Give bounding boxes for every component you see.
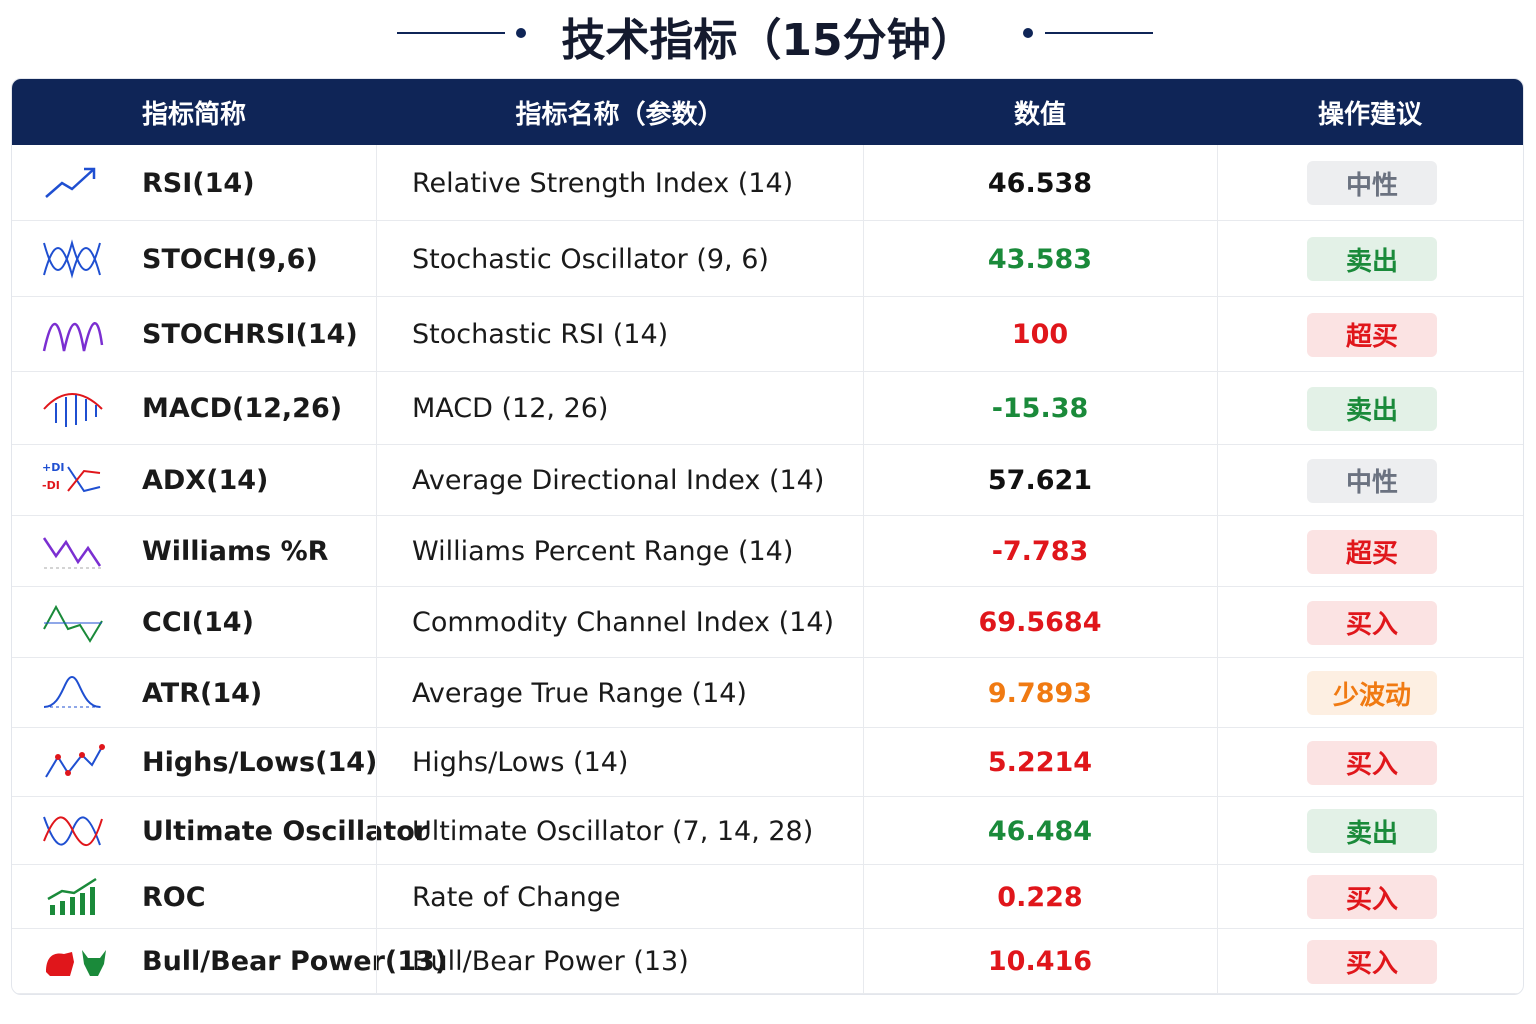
action-badge: 买入 [1307, 600, 1437, 645]
indicator-icon [42, 321, 104, 351]
table: 指标简称 指标名称（参数） 数值 操作建议 RSI(14) Relative Streng… [11, 78, 1524, 995]
indicator-icon [47, 877, 97, 915]
indicator-abbr: STOCH(9,6) [142, 243, 318, 275]
row-divider [12, 586, 1523, 587]
indicator-name: Commodity Channel Index (14) [412, 607, 835, 638]
indicator-value: 0.228 [997, 881, 1083, 913]
action-badge: 卖出 [1307, 386, 1437, 431]
title-decoration [397, 28, 1153, 38]
indicator-name: Average True Range (14) [412, 677, 747, 709]
indicator-value: 43.583 [987, 243, 1093, 275]
row-divider [12, 296, 1523, 297]
action-badge: 中性 [1307, 161, 1437, 205]
indicator-name: Stochastic Oscillator (9, 6) [412, 243, 769, 275]
indicator-value: 100 [1011, 319, 1069, 350]
indicator-name: Ultimate Oscillator (7, 14, 28) [412, 815, 814, 847]
indicator-value: 5.2214 [987, 747, 1093, 778]
action-badge: 买入 [1307, 875, 1437, 919]
row-divider [12, 371, 1523, 372]
action-badge: 买入 [1307, 939, 1437, 984]
header-cell: 指标名称（参数） [376, 79, 864, 145]
indicator-name: Bull/Bear Power (13) [412, 946, 689, 977]
indicator-name: Stochastic RSI (14) [412, 319, 669, 350]
indicator-icon [43, 675, 102, 708]
action-badge: 超买 [1307, 312, 1437, 357]
action-badge: 中性 [1307, 458, 1437, 503]
svg-text:-DI: -DI [42, 479, 60, 492]
row-divider [12, 727, 1523, 728]
indicator-name: MACD (12, 26) [412, 393, 609, 424]
indicator-icon: +DI -DI [42, 461, 101, 492]
indicator-icon [45, 743, 105, 778]
indicator-icon [45, 167, 96, 198]
row-divider [12, 515, 1523, 516]
indicator-icon [43, 604, 103, 643]
indicator-icon [42, 536, 102, 568]
indicator-icon [43, 816, 103, 846]
action-badge: 超买 [1307, 529, 1437, 574]
column-divider [1217, 145, 1218, 994]
header-cell: 数值 [863, 79, 1218, 145]
row-divider [12, 220, 1523, 221]
indicator-value: 10.416 [987, 946, 1093, 977]
indicator-value: 9.7893 [987, 677, 1093, 709]
indicator-value: 57.621 [987, 465, 1093, 496]
row-divider [12, 864, 1523, 865]
svg-text:+DI: +DI [42, 461, 64, 474]
row-divider [12, 444, 1523, 445]
indicator-value: 46.538 [987, 167, 1093, 199]
row-divider [12, 993, 1523, 994]
indicator-value: 69.5684 [978, 607, 1102, 638]
column-divider [376, 145, 377, 994]
action-badge: 卖出 [1307, 809, 1437, 853]
indicator-icon [46, 949, 106, 976]
row-divider [12, 928, 1523, 929]
indicator-value: 46.484 [987, 815, 1093, 847]
action-badge: 卖出 [1307, 237, 1437, 281]
indicator-name: Average Directional Index (14) [412, 465, 825, 496]
header-cell: 操作建议 [1217, 79, 1523, 145]
row-divider [12, 657, 1523, 658]
indicator-name: Williams Percent Range (14) [412, 536, 794, 567]
indicator-name: Relative Strength Index (14) [412, 167, 794, 199]
indicator-value: -15.38 [991, 393, 1089, 424]
indicator-name: Rate of Change [412, 881, 621, 913]
indicator-abbr: ATR(14) [142, 677, 263, 709]
indicator-icon [43, 392, 103, 427]
indicator-abbr: STOCHRSI(14) [142, 319, 358, 350]
indicator-abbr: ADX(14) [142, 465, 269, 496]
indicator-name: Highs/Lows (14) [412, 747, 629, 778]
action-badge: 买入 [1307, 740, 1437, 785]
title: 技术指标（15分钟） [561, 15, 975, 66]
indicator-abbr: ROC [142, 881, 206, 913]
row-divider [12, 796, 1523, 797]
indicator-abbr: Ultimate Oscillator [142, 815, 429, 847]
indicator-abbr: Bull/Bear Power(13) [142, 946, 448, 977]
column-divider [863, 145, 864, 994]
header-cell: 指标简称 [12, 79, 377, 145]
indicator-icon [43, 239, 101, 279]
action-badge: 少波动 [1307, 671, 1437, 715]
indicator-abbr: MACD(12,26) [142, 393, 343, 424]
indicator-abbr: CCI(14) [142, 607, 254, 638]
indicator-abbr: Williams %R [142, 536, 329, 567]
indicator-value: -7.783 [991, 536, 1089, 567]
indicator-abbr: RSI(14) [142, 167, 255, 199]
indicator-abbr: Highs/Lows(14) [142, 747, 378, 778]
